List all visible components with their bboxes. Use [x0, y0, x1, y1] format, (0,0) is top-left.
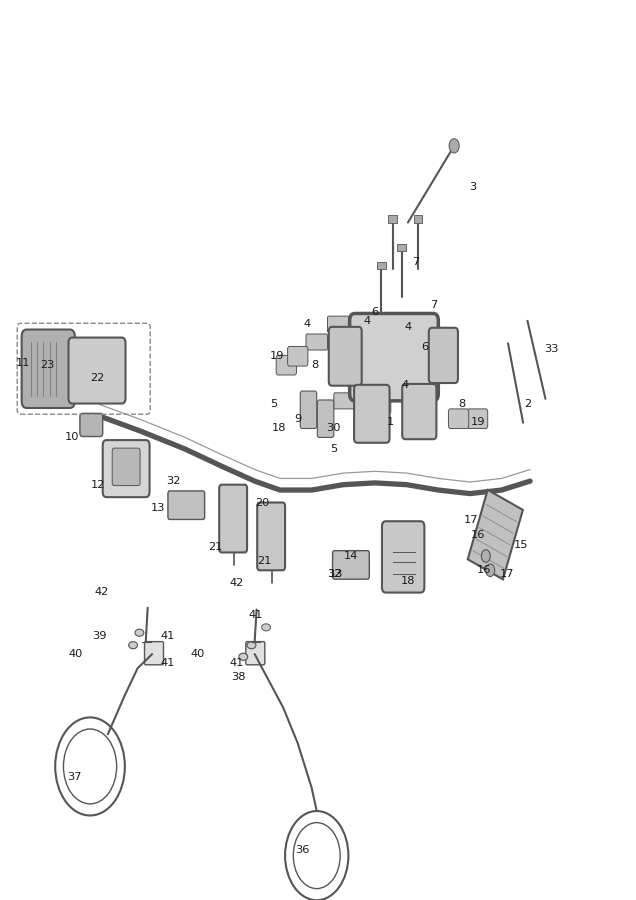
Text: 7: 7	[413, 256, 420, 266]
FancyBboxPatch shape	[80, 413, 102, 436]
Ellipse shape	[261, 624, 270, 631]
Text: 7: 7	[430, 300, 437, 310]
Text: 42: 42	[94, 587, 109, 597]
Bar	[397, 244, 406, 251]
FancyBboxPatch shape	[467, 409, 488, 428]
FancyBboxPatch shape	[245, 642, 265, 665]
FancyBboxPatch shape	[102, 440, 149, 497]
FancyBboxPatch shape	[350, 313, 438, 400]
FancyBboxPatch shape	[69, 338, 125, 403]
FancyBboxPatch shape	[382, 521, 424, 592]
Text: 8: 8	[459, 400, 466, 410]
Text: 18: 18	[272, 423, 286, 433]
Text: 6: 6	[421, 342, 428, 353]
FancyBboxPatch shape	[317, 400, 334, 437]
Text: 41: 41	[160, 631, 174, 642]
Text: 8: 8	[311, 360, 319, 370]
Text: 17: 17	[464, 516, 478, 526]
Text: 9: 9	[294, 414, 301, 424]
FancyBboxPatch shape	[300, 392, 317, 428]
Ellipse shape	[239, 653, 247, 661]
Bar	[389, 215, 397, 222]
FancyBboxPatch shape	[448, 409, 469, 428]
Text: 13: 13	[328, 569, 343, 579]
Bar	[413, 215, 422, 222]
Text: 40: 40	[69, 649, 83, 659]
Ellipse shape	[135, 629, 144, 636]
Text: 32: 32	[327, 569, 341, 579]
Text: 4: 4	[303, 320, 310, 329]
FancyBboxPatch shape	[257, 502, 285, 571]
FancyBboxPatch shape	[112, 448, 140, 486]
Text: 11: 11	[16, 357, 30, 367]
Text: 18: 18	[401, 576, 415, 586]
Text: 13: 13	[151, 503, 165, 513]
Text: 4: 4	[364, 316, 371, 326]
Text: 20: 20	[255, 498, 270, 508]
Text: 1: 1	[387, 418, 394, 428]
FancyBboxPatch shape	[22, 329, 75, 408]
Text: 41: 41	[249, 610, 263, 620]
Text: 5: 5	[330, 444, 338, 454]
Circle shape	[449, 139, 459, 153]
Ellipse shape	[128, 642, 137, 649]
FancyBboxPatch shape	[354, 385, 390, 443]
FancyBboxPatch shape	[276, 356, 296, 375]
Text: 21: 21	[208, 542, 223, 552]
Text: 14: 14	[343, 551, 358, 561]
FancyBboxPatch shape	[287, 346, 308, 366]
Polygon shape	[467, 490, 523, 580]
Text: 41: 41	[230, 658, 244, 668]
FancyBboxPatch shape	[402, 384, 436, 439]
Text: 4: 4	[404, 322, 411, 332]
Text: 4: 4	[402, 380, 409, 390]
Text: 38: 38	[232, 672, 246, 682]
FancyBboxPatch shape	[144, 642, 163, 665]
Text: 5: 5	[270, 400, 277, 410]
Text: 32: 32	[167, 476, 181, 486]
Text: 33: 33	[544, 344, 558, 354]
Bar	[377, 262, 386, 269]
Circle shape	[486, 564, 495, 577]
Text: 21: 21	[257, 556, 272, 566]
Text: 41: 41	[160, 658, 174, 668]
Ellipse shape	[247, 642, 256, 649]
FancyBboxPatch shape	[328, 316, 349, 332]
Text: 22: 22	[90, 373, 105, 382]
Text: 3: 3	[469, 182, 477, 192]
Text: 40: 40	[191, 649, 205, 659]
Text: 19: 19	[471, 418, 485, 428]
Text: 2: 2	[525, 400, 532, 410]
Text: 16: 16	[477, 565, 491, 575]
FancyBboxPatch shape	[306, 334, 328, 350]
FancyBboxPatch shape	[370, 397, 391, 413]
Text: 16: 16	[471, 529, 485, 540]
Text: 37: 37	[67, 772, 81, 782]
Text: 36: 36	[295, 845, 309, 855]
FancyBboxPatch shape	[347, 321, 368, 338]
Circle shape	[481, 550, 490, 562]
Text: 12: 12	[90, 480, 105, 490]
Text: 42: 42	[230, 578, 244, 588]
FancyBboxPatch shape	[429, 328, 458, 383]
Text: 39: 39	[92, 631, 107, 642]
Text: 10: 10	[65, 431, 80, 442]
FancyBboxPatch shape	[329, 327, 362, 386]
Text: 17: 17	[499, 569, 514, 579]
FancyBboxPatch shape	[334, 392, 356, 409]
FancyBboxPatch shape	[168, 491, 205, 519]
Text: 6: 6	[371, 307, 378, 317]
Text: 30: 30	[326, 423, 341, 433]
FancyBboxPatch shape	[219, 485, 247, 553]
FancyBboxPatch shape	[333, 551, 370, 580]
Text: 23: 23	[40, 360, 54, 370]
Text: 15: 15	[513, 540, 528, 550]
Text: 19: 19	[270, 351, 284, 361]
